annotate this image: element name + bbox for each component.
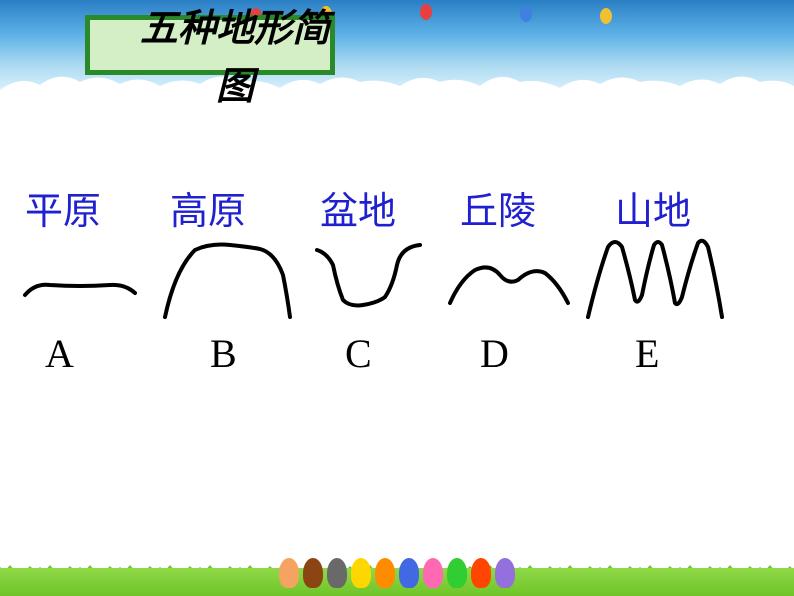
terrain-letter: B [210, 330, 237, 377]
terrain-label: 平原 [25, 180, 101, 235]
footer-character-icon [495, 558, 515, 588]
balloon-icon [520, 6, 532, 22]
terrain-letter: E [635, 330, 659, 377]
terrain-shapes-row [0, 235, 794, 325]
terrain-label: 山地 [615, 180, 691, 235]
footer-character-icon [375, 558, 395, 588]
footer-character-icon [327, 558, 347, 588]
terrain-shape [580, 235, 730, 325]
terrain-letter: A [45, 330, 74, 377]
balloon-icon [420, 4, 432, 20]
terrain-label: 高原 [170, 180, 246, 235]
terrain-shape [305, 235, 455, 325]
terrain-shape [10, 235, 160, 325]
footer-character-icon [471, 558, 491, 588]
footer-character-icon [399, 558, 419, 588]
terrain-shape [155, 235, 305, 325]
footer-characters [279, 558, 515, 588]
title-line2: 图 [95, 55, 375, 110]
terrain-label: 盆地 [320, 180, 396, 235]
footer-character-icon [351, 558, 371, 588]
terrain-label: 丘陵 [460, 180, 536, 235]
footer-character-icon [279, 558, 299, 588]
terrain-letter: D [480, 330, 509, 377]
balloon-icon [600, 8, 612, 24]
terrain-letter: C [345, 330, 372, 377]
footer-character-icon [423, 558, 443, 588]
title-line1: 五种地形简 [95, 5, 375, 54]
footer-character-icon [447, 558, 467, 588]
footer-character-icon [303, 558, 323, 588]
terrain-shape [440, 235, 590, 325]
